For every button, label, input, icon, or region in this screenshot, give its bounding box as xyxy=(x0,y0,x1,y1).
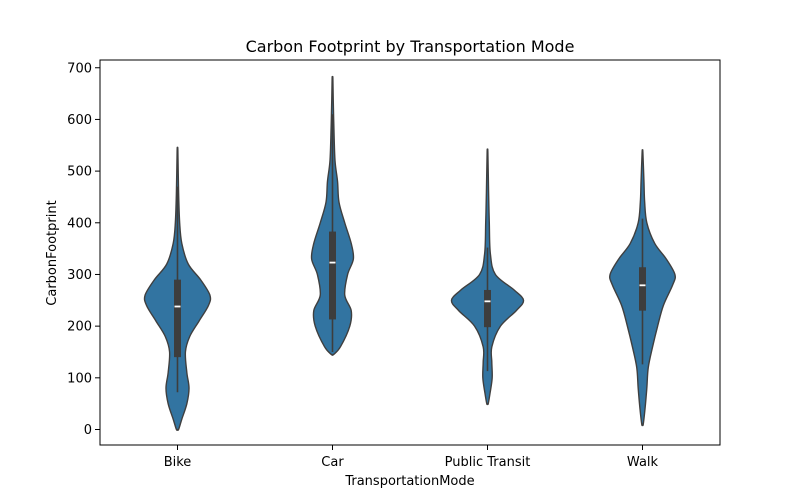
x-tick-label: Bike xyxy=(164,455,192,470)
y-tick-label: 600 xyxy=(67,113,92,128)
y-tick-label: 200 xyxy=(67,320,92,335)
y-tick-label: 0 xyxy=(84,423,92,438)
x-axis: Bike Car Public Transit Walk xyxy=(164,445,659,470)
plot-area xyxy=(143,75,676,431)
violin-bike xyxy=(143,146,212,431)
y-axis: 0 100 200 300 400 500 600 700 xyxy=(67,61,100,438)
x-axis-title: TransportationMode xyxy=(344,474,474,489)
violin-iqr-box xyxy=(329,231,336,320)
y-tick-label: 500 xyxy=(67,165,92,180)
y-tick-label: 400 xyxy=(67,216,92,231)
violin-car xyxy=(310,75,355,356)
y-axis-title: CarbonFootprint xyxy=(45,200,60,305)
violin-walk xyxy=(609,149,676,427)
chart-title: Carbon Footprint by Transportation Mode xyxy=(246,37,575,56)
violin-iqr-box xyxy=(174,279,181,358)
y-tick-label: 100 xyxy=(67,371,92,386)
y-tick-label: 300 xyxy=(67,268,92,283)
violin-iqr-box xyxy=(484,289,491,328)
violin-public-transit xyxy=(450,148,525,406)
y-tick-label: 700 xyxy=(67,61,92,76)
x-tick-label: Public Transit xyxy=(445,455,531,470)
x-tick-label: Car xyxy=(321,455,344,470)
x-tick-label: Walk xyxy=(627,455,659,470)
violin-iqr-box xyxy=(639,267,646,311)
axes-frame xyxy=(99,59,721,446)
